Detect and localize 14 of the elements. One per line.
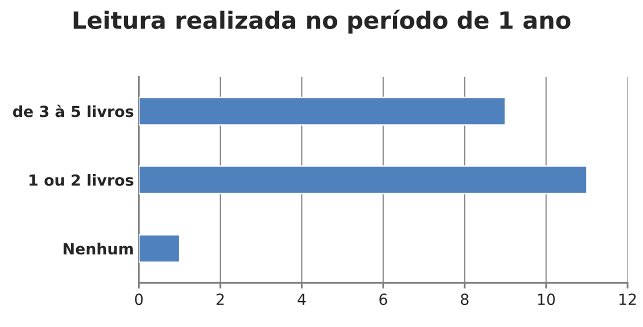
bar [138,234,180,263]
x-tick-label: 6 [379,294,388,306]
bar [138,96,506,126]
x-tick-label: 2 [216,294,224,305]
x-tick-label: 12 [620,294,636,305]
y-tick-label: 1 ou 2 livros [30,174,134,186]
x-tick-label: 4 [298,294,306,305]
bar [138,165,588,194]
x-tick-label: 10 [538,294,555,306]
y-tick-label: Nenhum [64,242,133,255]
chart-title: Leitura realizada no período de 1 ano [74,10,570,34]
y-tick-label: de 3 à 5 livros [13,104,134,118]
x-tick-label: 8 [460,294,468,306]
x-tick-label: 0 [135,294,143,306]
